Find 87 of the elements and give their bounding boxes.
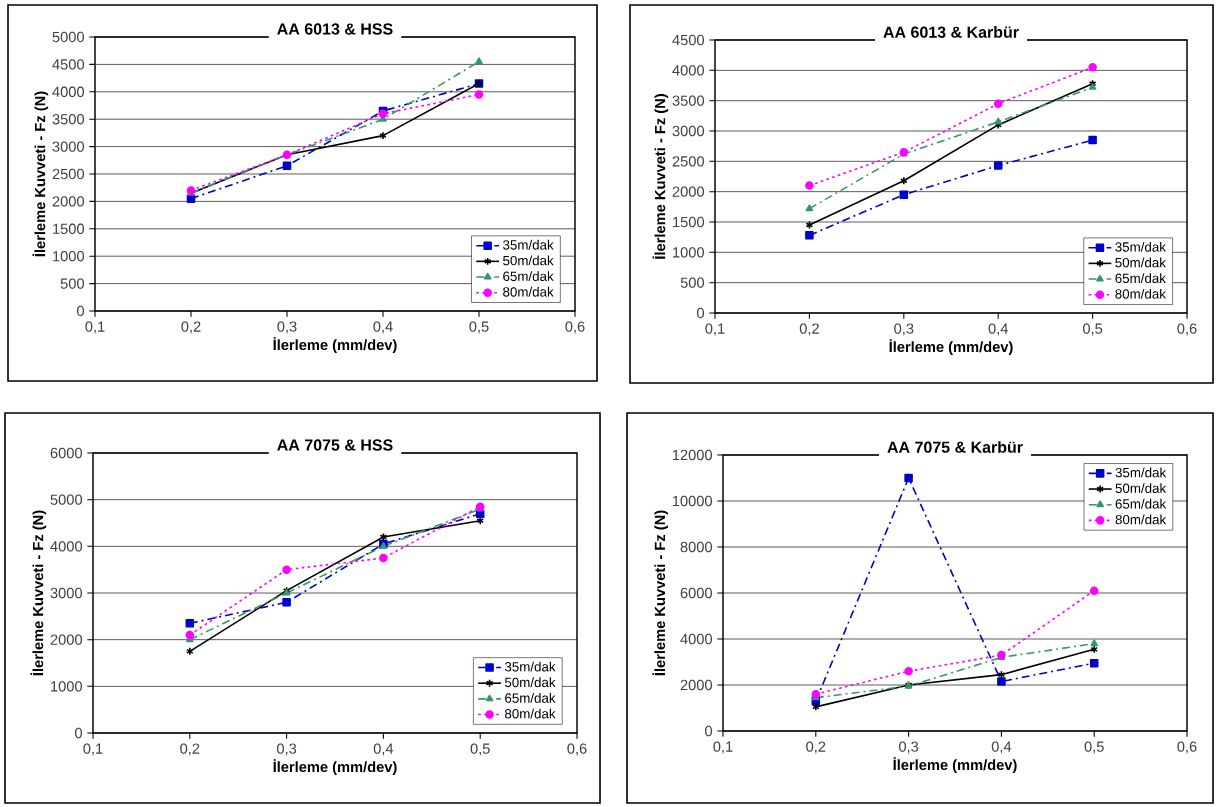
x-tick-label: 0,1 [705,323,725,336]
legend-label: 80m/dak [1115,514,1167,525]
chart-title: AA 6013 & HSS [277,23,393,35]
legend-label: 35m/dak [504,661,556,672]
x-tick-label: 0,3 [277,321,297,334]
y-tick-label: 2500 [672,156,705,167]
x-tick-label: 0,4 [988,323,1008,336]
y-tick-label: 2000 [680,679,713,691]
y-tick-label: 1000 [53,251,85,262]
y-tick-label: 2000 [52,196,85,207]
y-tick-label: 0 [697,307,705,319]
y-axis-title: İlerleme Kuvveti - Fz (N) [652,510,668,676]
y-tick-label: 0 [75,727,83,739]
y-tick-label: 4000 [680,633,713,645]
y-axis-title: İlerleme Kuvveti - Fz (N) [30,510,47,676]
y-tick-label: 3000 [672,125,705,137]
legend-label: 35m/dak [1115,467,1167,478]
y-axis-title: İlerleme Kuvveti - Fz (N) [652,94,669,259]
x-tick-label: 0,2 [181,321,201,334]
x-tick-label: 0,6 [1177,741,1197,754]
y-tick-label: 500 [60,278,85,289]
x-tick-label: 0,6 [567,743,587,756]
x-tick-label: 0,5 [469,321,489,334]
legend-label: 80m/dak [1115,288,1166,299]
y-tick-label: 4500 [672,34,705,46]
y-tick-label: 10000 [672,495,713,507]
x-tick-label: 0,3 [894,323,914,336]
y-tick-label: 4000 [52,86,85,97]
legend-label: 50m/dak [1115,483,1167,493]
x-tick-label: 0,4 [373,321,393,334]
y-tick-label: 8000 [680,541,713,553]
y-tick-label: 4000 [50,541,83,552]
x-tick-label: 0,1 [713,741,733,754]
y-tick-label: 1500 [673,216,705,228]
y-tick-label: 6000 [680,587,713,599]
x-tick-label: 0,2 [180,743,200,756]
y-tick-label: 3500 [52,114,85,125]
y-tick-label: 2000 [672,186,705,197]
y-tick-label: 3000 [50,587,83,599]
legend-label: 65m/dak [503,271,554,281]
legend-label: 50m/dak [503,255,554,266]
y-axis-title: İlerleme Kuvveti - Fz (N) [32,91,49,257]
y-tick-label: 0 [705,725,713,737]
legend-label: 80m/dak [503,286,554,297]
legend-label: 65m/dak [1115,498,1167,509]
x-axis-title: İlerleme (mm/dev) [273,759,397,775]
x-tick-label: 0,3 [898,741,919,754]
legend-label: 65m/dak [1115,273,1166,283]
x-tick-label: 0,2 [806,741,826,754]
x-tick-label: 0,5 [1084,741,1104,754]
x-tick-label: 0,6 [1177,323,1197,336]
x-tick-label: 0,1 [85,321,105,334]
y-tick-label: 3000 [52,141,85,152]
y-tick-label: 5000 [50,494,83,505]
legend-label: 50m/dak [504,677,556,688]
y-tick-label: 3500 [672,95,705,106]
y-tick-label: 2000 [50,634,83,645]
y-tick-label: 6000 [50,447,83,459]
x-tick-label: 0,4 [991,741,1012,754]
y-tick-label: 500 [680,277,705,288]
x-axis-title: İlerleme (mm/dev) [889,339,1013,355]
x-axis-title: İlerleme (mm/dev) [893,757,1017,773]
y-tick-label: 1000 [673,247,705,258]
x-tick-label: 0,4 [373,743,394,756]
y-tick-label: 5000 [52,31,85,43]
y-tick-label: 0 [77,305,85,317]
legend-label: 50m/dak [1115,257,1166,268]
legend-label: 65m/dak [505,693,556,703]
y-tick-label: 4500 [52,59,85,70]
y-tick-label: 12000 [672,449,713,461]
y-tick-label: 1000 [51,681,83,692]
x-tick-label: 0,5 [1082,323,1103,336]
chart-title: AA 7075 & HSS [277,439,393,451]
y-tick-label: 4000 [672,65,705,76]
x-tick-label: 0,6 [565,321,585,334]
x-tick-label: 0,5 [470,743,490,756]
y-tick-label: 2500 [52,168,85,180]
legend-label: 35m/dak [1115,241,1166,252]
y-tick-label: 1500 [53,223,85,234]
x-axis-title: İlerleme (mm/dev) [273,337,397,353]
x-tick-label: 0,2 [799,323,819,336]
legend-label: 80m/dak [505,708,556,719]
chart-title: AA 6013 & Karbür [883,26,1019,38]
x-tick-label: 0,3 [276,743,297,756]
legend-label: 35m/dak [503,239,554,250]
x-tick-label: 0,1 [83,743,103,756]
chart-title: AA 7075 & Karbür [887,441,1023,453]
